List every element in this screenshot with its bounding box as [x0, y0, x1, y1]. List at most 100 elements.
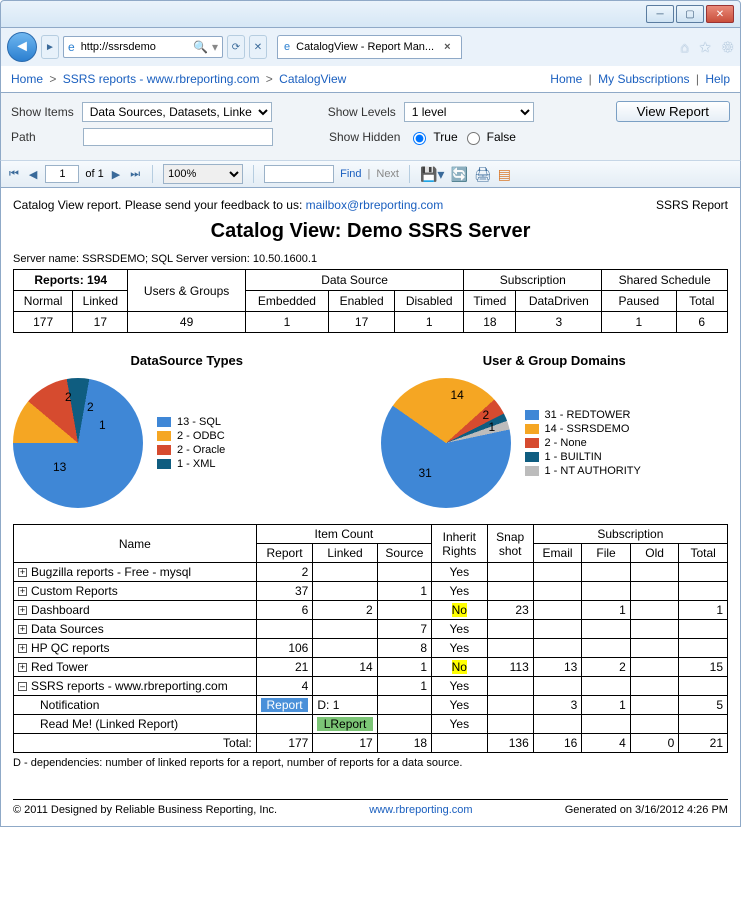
last-page-icon[interactable]: ⏭ [128, 168, 142, 181]
report-badge: Report [261, 698, 309, 712]
show-hidden-true[interactable] [413, 132, 426, 145]
expand-icon[interactable]: + [18, 606, 27, 615]
link-help[interactable]: Help [705, 72, 730, 86]
table-row: +Custom Reports371Yes [14, 582, 728, 601]
ie-icon: e [68, 40, 75, 54]
print-icon[interactable]: 🖨 [474, 166, 492, 183]
tab-title: CatalogView - Report Man... [296, 41, 434, 53]
browser-nav: ◄ ► e 🔍 ▾ ⟳ ✕ e CatalogView - Report Man… [0, 28, 741, 66]
path-input[interactable] [83, 128, 273, 146]
hdr-ds: Data Source [245, 270, 464, 291]
report-parameters: Show Items Data Sources, Datasets, Linke… [0, 93, 741, 160]
hdr-reports: Reports: 194 [14, 270, 128, 291]
table-row: –SSRS reports - www.rbreporting.com41Yes [14, 677, 728, 696]
table-row: +Bugzilla reports - Free - mysql2Yes [14, 563, 728, 582]
next-link: Next [376, 168, 399, 180]
table-row: +Red Tower21141No11313215 [14, 658, 728, 677]
legend-item: 2 - ODBC [157, 430, 225, 442]
expand-icon[interactable]: + [18, 625, 27, 634]
page-of-label: of 1 [85, 168, 103, 180]
refresh-button[interactable]: ⟳ [227, 35, 245, 59]
report-footer: © 2011 Designed by Reliable Business Rep… [13, 804, 728, 816]
legend-item: 13 - SQL [157, 416, 225, 428]
view-report-button[interactable]: View Report [616, 101, 730, 122]
breadcrumb-left: Home > SSRS reports - www.rbreporting.co… [11, 72, 346, 86]
forward-button[interactable]: ► [41, 35, 59, 59]
show-levels-select[interactable]: 1 level [404, 102, 534, 122]
back-button[interactable]: ◄ [7, 32, 37, 62]
expand-icon[interactable]: + [18, 644, 27, 653]
pie-datasource-types: DataSource Types 22113 13 - SQL2 - ODBC2… [13, 353, 361, 508]
crumb-ssrs[interactable]: SSRS reports - www.rbreporting.com [63, 72, 260, 86]
footnote: D - dependencies: number of linked repor… [13, 757, 728, 769]
stop-button[interactable]: ✕ [249, 35, 267, 59]
export-data-icon[interactable]: ▤ [498, 166, 511, 183]
report-body: Catalog View report. Please send your fe… [0, 188, 741, 827]
refresh-report-icon[interactable]: 🔄 [450, 166, 467, 183]
report-tag: SSRS Report [656, 198, 728, 212]
tab-close-icon[interactable]: × [444, 41, 450, 53]
export-icon[interactable]: 💾▾ [420, 166, 444, 183]
legend-item: 1 - BUILTIN [525, 451, 641, 463]
show-hidden-label: Show Hidden [329, 130, 400, 144]
browser-tab[interactable]: e CatalogView - Report Man... × [277, 35, 462, 59]
detail-table: Name Item Count Inherit Rights Snap shot… [13, 524, 728, 753]
legend-item: 2 - None [525, 437, 641, 449]
link-home[interactable]: Home [550, 72, 582, 86]
table-row: NotificationReportD: 1Yes315 [14, 696, 728, 715]
first-page-icon[interactable]: ⏮ [7, 168, 21, 181]
expand-icon[interactable]: – [18, 682, 27, 691]
link-subscriptions[interactable]: My Subscriptions [598, 72, 689, 86]
search-icon[interactable]: 🔍 [193, 40, 208, 54]
url-input[interactable] [79, 40, 189, 54]
zoom-select[interactable]: 100% [163, 164, 243, 184]
report-title: Catalog View: Demo SSRS Server [13, 220, 728, 243]
breadcrumb-bar: Home > SSRS reports - www.rbreporting.co… [0, 66, 741, 93]
next-page-icon[interactable]: ▶ [110, 168, 122, 181]
show-items-select[interactable]: Data Sources, Datasets, Linked [82, 102, 272, 122]
pie1-chart: 22113 [13, 378, 143, 508]
pie-user-domains: User & Group Domains 142131 31 - REDTOWE… [381, 353, 729, 508]
false-label: False [487, 130, 516, 144]
table-row: +Dashboard62No2311 [14, 601, 728, 620]
expand-icon[interactable]: + [18, 587, 27, 596]
minimize-button[interactable]: ─ [646, 5, 674, 23]
table-row: +HP QC reports1068Yes [14, 639, 728, 658]
close-button[interactable]: ✕ [706, 5, 734, 23]
expand-icon[interactable]: + [18, 568, 27, 577]
breadcrumb-right: Home | My Subscriptions | Help [550, 72, 730, 86]
table-row: Read Me! (Linked Report)LReportYes [14, 715, 728, 734]
maximize-button[interactable]: ▢ [676, 5, 704, 23]
settings-icon[interactable]: ⚙ [721, 39, 734, 56]
generated: Generated on 3/16/2012 4:26 PM [565, 804, 728, 816]
pie2-chart: 142131 [381, 378, 511, 508]
favorites-icon[interactable]: ★ [699, 39, 712, 56]
find-link[interactable]: Find [340, 168, 361, 180]
copyright: © 2011 Designed by Reliable Business Rep… [13, 804, 277, 816]
pie2-legend: 31 - REDTOWER14 - SSRSDEMO2 - None1 - BU… [525, 407, 641, 479]
crumb-catalogview[interactable]: CatalogView [279, 72, 346, 86]
show-hidden-false[interactable] [467, 132, 480, 145]
prev-page-icon[interactable]: ◀ [27, 168, 39, 181]
address-bar[interactable]: e 🔍 ▾ [63, 36, 223, 58]
path-label: Path [11, 130, 75, 144]
feedback-text: Catalog View report. Please send your fe… [13, 198, 443, 212]
pie1-legend: 13 - SQL 2 - ODBC 2 - Oracle 1 - XML [157, 414, 225, 472]
page-number-input[interactable] [45, 165, 79, 183]
report-toolbar: ⏮ ◀ of 1 ▶ ⏭ 100% Find | Next 💾▾ 🔄 🖨 ▤ [0, 160, 741, 188]
summary-table: Reports: 194 Users & Groups Data Source … [13, 269, 728, 333]
find-input[interactable] [264, 165, 334, 183]
home-icon[interactable]: ⌂ [680, 39, 688, 56]
ie-icon: e [284, 41, 290, 53]
feedback-email[interactable]: mailbox@rbreporting.com [306, 198, 444, 212]
legend-item: 14 - SSRSDEMO [525, 423, 641, 435]
table-total-row: Total:1771718136164021 [14, 734, 728, 753]
crumb-home[interactable]: Home [11, 72, 43, 86]
server-line: Server name: SSRSDEMO; SQL Server versio… [13, 253, 728, 265]
legend-item: 1 - XML [157, 458, 225, 470]
footer-link[interactable]: www.rbreporting.com [369, 804, 472, 816]
legend-item: 1 - NT AUTHORITY [525, 465, 641, 477]
show-items-label: Show Items [11, 105, 74, 119]
expand-icon[interactable]: + [18, 663, 27, 672]
legend-item: 2 - Oracle [157, 444, 225, 456]
